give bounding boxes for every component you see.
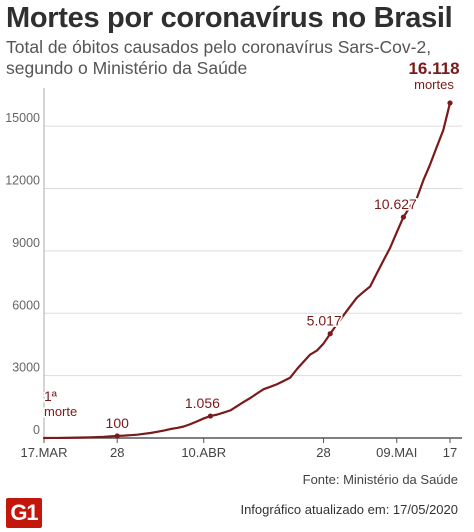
updated-note: Infográfico atualizado em: 17/05/2020 <box>240 502 458 517</box>
series-line <box>42 101 452 440</box>
chart-subtitle: Total de óbitos causados pelo coronavíru… <box>6 37 432 78</box>
annotation-label: 16.118 <box>408 59 459 78</box>
x-tick-label: 09.MAI <box>376 445 417 460</box>
y-tick-label: 0 <box>33 423 40 437</box>
footer-divider <box>0 494 474 495</box>
y-tick-label: 12000 <box>5 174 40 188</box>
x-tick-label: 28 <box>316 445 330 460</box>
y-tick-label: 15000 <box>5 111 40 125</box>
annotation-label: mortes <box>414 77 454 92</box>
y-tick-label: 6000 <box>12 298 40 312</box>
annotation-marker <box>400 214 407 220</box>
annotation-label: 1ª <box>44 388 58 404</box>
annotation-label: 100 <box>106 415 130 431</box>
annotation-label: 1.056 <box>185 395 220 411</box>
chart-title: Mortes por coronavírus no Brasil <box>6 2 453 34</box>
annotation-marker <box>114 433 120 439</box>
annotation-marker <box>447 100 453 106</box>
annotation-marker <box>327 331 333 337</box>
g1-logo: G1 <box>6 498 42 528</box>
y-tick-label: 9000 <box>12 236 40 250</box>
y-tick-label: 3000 <box>12 361 40 375</box>
deaths-line-chart: 0 3000 6000 9000 12000 15000 17.MAR 28 10.ABR 28 0… <box>5 57 462 460</box>
annotation-marker <box>207 413 213 419</box>
x-tick-label: 10.ABR <box>181 445 226 460</box>
annotation-label: 5.017 <box>307 313 342 329</box>
annotation-label: 10.627 <box>374 196 417 212</box>
x-tick-label: 17.MAR <box>21 445 68 460</box>
annotation-label: morte <box>44 404 77 419</box>
x-tick-label: 17 <box>443 445 457 460</box>
source-note: Fonte: Ministério da Saúde <box>302 472 458 487</box>
x-tick-label: 28 <box>110 445 124 460</box>
